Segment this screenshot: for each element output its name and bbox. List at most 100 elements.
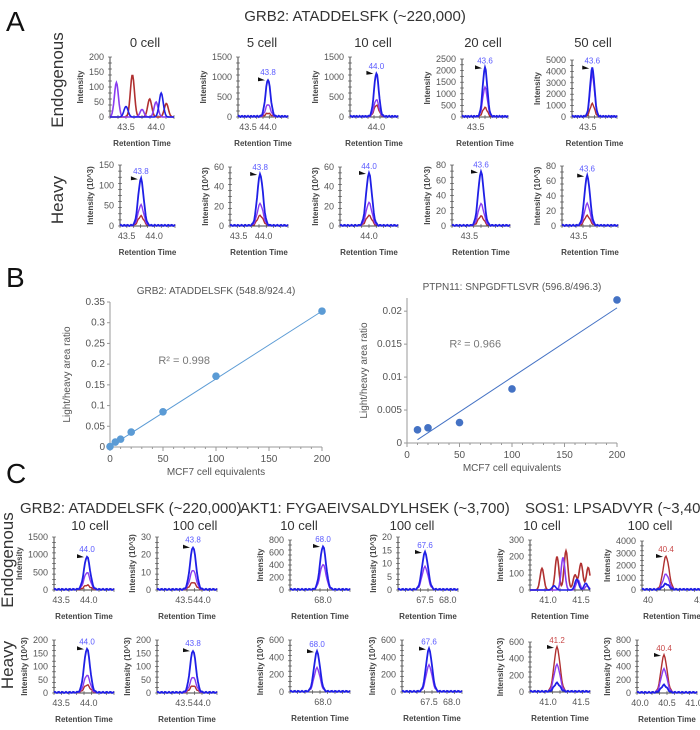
y-tick-label: 500 bbox=[217, 92, 232, 102]
panel-c-grb2-col-10: 10 cell bbox=[71, 518, 109, 533]
y-tick-label: 0.01 bbox=[383, 372, 403, 383]
peak-label: 44.0 bbox=[369, 62, 385, 71]
chromatogram-C-grb2-heavy-10: 0 50 100 150 200 43.5 44.0 Retention Time Intens… bbox=[20, 635, 115, 724]
x-axis-title: Retention Time bbox=[158, 612, 216, 621]
x-tick-label: 0 bbox=[107, 454, 113, 465]
x-axis-title: Retention Time bbox=[55, 715, 113, 724]
y-tick-label: 50 bbox=[94, 97, 104, 107]
y-axis-title: Intensity (10^3) bbox=[20, 637, 29, 696]
x-axis-title: Retention Time bbox=[531, 714, 589, 723]
y-tick-label: 2000 bbox=[546, 89, 566, 99]
panel-a-col-2: 10 cell bbox=[354, 35, 392, 50]
trace-blue bbox=[53, 555, 115, 592]
x-axis-title: Retention Time bbox=[643, 612, 700, 621]
y-axis-title: Intensity (10^3) bbox=[86, 166, 95, 225]
x-axis-title: Retention Time bbox=[561, 248, 619, 257]
data-point bbox=[318, 307, 326, 315]
peak-marker-icon bbox=[258, 77, 265, 82]
y-tick-label: 4000 bbox=[546, 66, 566, 76]
x-tick-label: 43.5 bbox=[118, 231, 136, 241]
x-axis-title: Retention Time bbox=[456, 139, 514, 148]
y-tick-label: 0 bbox=[43, 585, 48, 595]
y-tick-label: 1000 bbox=[212, 72, 232, 82]
y-tick-label: 3000 bbox=[616, 548, 636, 558]
y-tick-label: 50 bbox=[141, 675, 151, 685]
data-point bbox=[455, 418, 464, 427]
y-tick-label: 200 bbox=[33, 635, 48, 645]
x-tick-label: 41.0 bbox=[685, 698, 700, 708]
x-axis-title: Retention Time bbox=[638, 715, 696, 724]
peak-marker-icon bbox=[313, 543, 320, 548]
y-axis-title: Intensity (10^3) bbox=[311, 167, 320, 226]
y-tick-label: 0.1 bbox=[91, 401, 105, 412]
x-tick-label: 44.0 bbox=[193, 698, 211, 708]
y-tick-label: 1000 bbox=[546, 101, 566, 111]
y-tick-label: 0 bbox=[146, 688, 151, 698]
peak-marker-icon bbox=[183, 544, 190, 549]
peak-label: 43.6 bbox=[584, 57, 600, 66]
x-axis-title: MCF7 cell equivalents bbox=[167, 467, 265, 478]
y-tick-label: 400 bbox=[509, 654, 524, 664]
y-tick-label: 500 bbox=[33, 567, 48, 577]
y-tick-label: 200 bbox=[509, 552, 524, 562]
y-tick-label: 600 bbox=[269, 635, 284, 645]
panel-c-akt1-col-100: 100 cell bbox=[389, 518, 435, 533]
y-tick-label: 5 bbox=[387, 572, 392, 582]
y-tick-label: 500 bbox=[329, 92, 344, 102]
data-point bbox=[159, 407, 167, 416]
y-tick-label: 1000 bbox=[436, 89, 456, 99]
x-tick-label: 68.0 bbox=[443, 697, 461, 707]
panel-c-akt1-col-10: 10 cell bbox=[280, 518, 318, 533]
trace-blue bbox=[237, 78, 289, 119]
peak-marker-icon bbox=[250, 171, 258, 176]
y-tick-label: 0.05 bbox=[86, 421, 106, 432]
y-tick-label: 3000 bbox=[546, 78, 566, 88]
x-axis-title: Retention Time bbox=[566, 139, 624, 148]
x-tick-label: 44.0 bbox=[193, 595, 211, 605]
chromatogram-C-sos1-heavy-100: 0 200 400 600 800 40.0 40.5 41.0 Retention Time I… bbox=[603, 635, 700, 724]
x-tick-label: 44.0 bbox=[255, 231, 273, 241]
panel-c-grb2-col-100: 100 cell bbox=[172, 518, 218, 533]
chromatogram-A-heavy-10: 0 20 40 60 44.0 Retention Time Intensity (10^3… bbox=[311, 162, 399, 257]
y-tick-label: 0 bbox=[339, 112, 344, 122]
y-tick-label: 600 bbox=[381, 635, 396, 645]
y-tick-label: 800 bbox=[616, 635, 631, 645]
trace-purple bbox=[451, 202, 511, 227]
y-tick-label: 150 bbox=[89, 67, 104, 77]
peak-marker-icon bbox=[183, 648, 190, 653]
y-tick-label: 500 bbox=[441, 100, 456, 110]
x-tick-label: 43.5 bbox=[52, 595, 70, 605]
y-tick-label: 0.015 bbox=[377, 339, 402, 350]
y-axis-title: Intensity (10^3) bbox=[603, 637, 612, 696]
y-tick-label: 0 bbox=[441, 221, 446, 231]
x-tick-label: 68.0 bbox=[314, 697, 332, 707]
y-tick-label: 400 bbox=[269, 652, 284, 662]
y-tick-label: 20 bbox=[382, 532, 392, 542]
peak-label: 43.8 bbox=[260, 68, 276, 77]
trace-blue bbox=[339, 169, 399, 228]
peak-label: 44.0 bbox=[79, 637, 95, 646]
chromatogram-C-akt1-endo-100: 0 5 10 15 20 67.5 68.0 Retention Time Intensity … bbox=[369, 532, 459, 621]
y-tick-label: 80 bbox=[546, 161, 556, 171]
trace-blue bbox=[571, 67, 618, 119]
y-tick-label: 60 bbox=[214, 162, 224, 172]
trace-purple bbox=[53, 674, 115, 694]
y-tick-label: 0 bbox=[227, 112, 232, 122]
y-tick-label: 0 bbox=[551, 221, 556, 231]
trace-blue bbox=[289, 648, 351, 694]
x-tick-label: 100 bbox=[208, 454, 225, 465]
peak-marker-icon bbox=[654, 652, 661, 657]
trace-purple bbox=[229, 201, 289, 227]
x-axis-title: Retention Time bbox=[119, 248, 177, 257]
y-tick-label: 400 bbox=[381, 652, 396, 662]
y-tick-label: 1500 bbox=[212, 52, 232, 62]
peak-marker-icon bbox=[77, 646, 84, 651]
y-tick-label: 60 bbox=[436, 175, 446, 185]
peak-label: 41.2 bbox=[549, 636, 565, 645]
peak-marker-icon bbox=[366, 70, 374, 75]
peak-label: 68.0 bbox=[309, 640, 325, 649]
y-axis-title: Intensity bbox=[603, 549, 612, 582]
y-axis-title: Light/heavy area ratio bbox=[359, 322, 370, 419]
y-tick-label: 0 bbox=[631, 585, 636, 595]
